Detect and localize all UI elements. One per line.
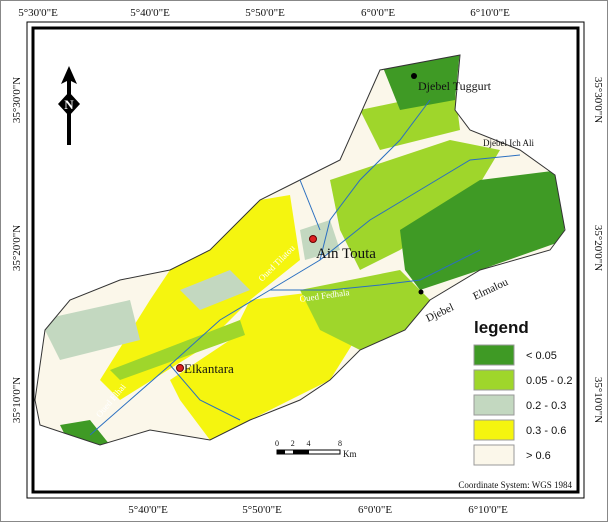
points [176, 73, 424, 372]
lon-label: 5°40'0"E [128, 504, 168, 516]
scale-tick: 4 [307, 439, 311, 448]
lon-label: 5°50'0"E [245, 7, 285, 19]
legend-swatch [473, 419, 515, 441]
rivers [89, 99, 521, 436]
scale-bar: 0 2 4 8Km [275, 439, 357, 459]
lon-label: 5°40'0"E [130, 7, 170, 19]
lat-label: 35°20'0"N [592, 225, 604, 271]
scale-tick: 8 [338, 439, 342, 448]
coordinate-system: Coordinate System: WGS 1984 [458, 480, 572, 490]
lon-label: 5°50'0"E [242, 504, 282, 516]
north-arrow: N [58, 66, 80, 145]
lon-label: 5°30'0"E [18, 7, 58, 19]
lat-label: 35°20'0"N [11, 225, 23, 271]
legend-label: 0.05 - 0.2 [526, 375, 572, 387]
place-label: Elkantara [184, 361, 234, 376]
legend-swatch [473, 444, 515, 466]
legend: legend < 0.05 0.05 - 0.2 0.2 - 0.3 0.3 - 0.… [473, 318, 572, 466]
scale-tick: 0 [275, 439, 279, 448]
legend-label: 0.2 - 0.3 [526, 400, 566, 412]
legend-label: < 0.05 [526, 350, 557, 362]
place-label: Djebel Ich Ali [483, 138, 534, 148]
lat-label: 35°10'0"N [592, 377, 604, 423]
lon-label: 6°0'0"E [358, 504, 392, 516]
legend-swatch [473, 344, 515, 366]
frame-labels: 5°30'0"E 5°40'0"E 5°50'0"E 6°0'0"E 6°10'0"E 5… [11, 7, 604, 516]
place-label: Ain Touta [316, 246, 376, 262]
lat-label: 35°30'0"N [592, 77, 604, 123]
legend-swatch [473, 394, 515, 416]
outer-frame [26, 21, 585, 499]
scale-tick: 2 [291, 439, 295, 448]
legend-label: > 0.6 [526, 450, 551, 462]
scale-unit: Km [343, 449, 357, 459]
lon-label: 6°0'0"E [361, 7, 395, 19]
lat-label: 35°10'0"N [11, 377, 23, 423]
legend-label: 0.3 - 0.6 [526, 425, 566, 437]
legend-swatch [473, 369, 515, 391]
north-label: N [64, 97, 74, 112]
basin-outline [34, 54, 566, 446]
legend-title: legend [474, 318, 529, 337]
place-label: Djebel Tuggurt [418, 79, 492, 93]
lat-label: 35°30'0"N [11, 77, 23, 123]
lon-label: 6°10'0"E [470, 7, 510, 19]
lon-label: 6°10'0"E [468, 504, 508, 516]
